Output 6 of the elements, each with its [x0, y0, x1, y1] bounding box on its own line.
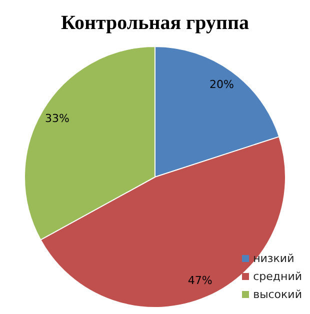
data-label: 33%: [45, 112, 70, 126]
data-label: 20%: [210, 78, 234, 92]
data-label: 47%: [188, 274, 212, 288]
legend-label: высокий: [253, 288, 302, 301]
chart-title: Контрольная группа: [60, 12, 250, 34]
legend-label: средний: [253, 270, 302, 283]
